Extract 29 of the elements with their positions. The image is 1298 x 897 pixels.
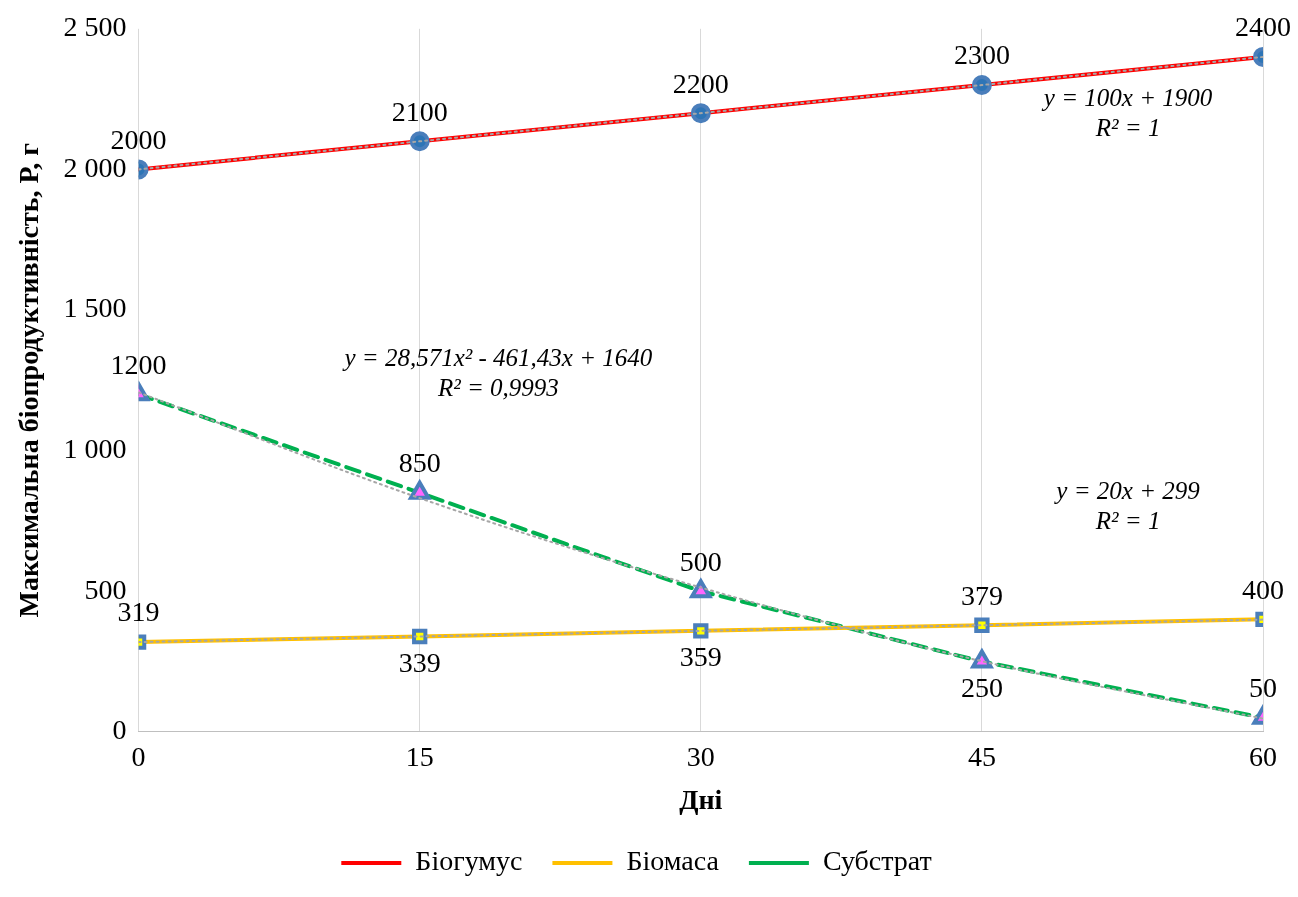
x-axis-title: Дні [679, 784, 723, 816]
legend-label: Біогумус [415, 845, 523, 877]
annotation: y = 100x + 1900 R² = 1 [1040, 83, 1213, 141]
x-tick-label: 15 [405, 740, 434, 772]
legend-label: Субстрат [822, 845, 932, 877]
data-label: 379 [960, 579, 1003, 611]
annotation: y = 20x + 299 R² = 1 [1053, 477, 1201, 535]
data-label: 359 [679, 641, 722, 673]
x-tick-label: 60 [1249, 740, 1277, 772]
data-label: 250 [960, 671, 1003, 703]
data-label: 339 [398, 646, 441, 678]
y-tick-label: 1 000 [63, 432, 127, 464]
data-label: 2400 [1235, 11, 1291, 43]
y-axis-title: Максимальна біопродуктивність, Р, г [13, 143, 45, 618]
data-label: 1200 [110, 348, 167, 380]
y-tick-label: 1 500 [63, 292, 127, 324]
annotation: y = 28,571x² - 461,43x + 1640 R² = 0,9993 [341, 343, 653, 401]
data-label: 2300 [953, 39, 1010, 71]
data-label: 500 [679, 545, 722, 577]
data-label: 2100 [391, 95, 448, 127]
x-tick-label: 45 [967, 740, 996, 772]
data-label: 50 [1249, 672, 1277, 704]
y-tick-label: 2 500 [63, 11, 127, 43]
legend-label: Біомаса [626, 845, 720, 877]
data-label: 2200 [672, 67, 729, 99]
x-tick-label: 30 [686, 740, 715, 772]
y-tick-label: 0 [112, 714, 127, 746]
data-label: 400 [1242, 573, 1284, 605]
data-label: 850 [398, 447, 441, 479]
